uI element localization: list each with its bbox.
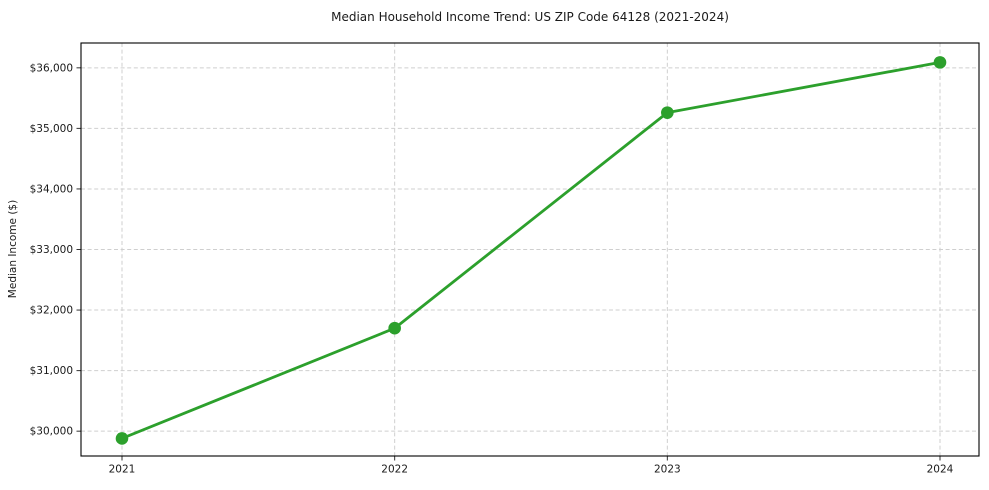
data-point (933, 56, 947, 69)
y-tick-label: $35,000 (30, 123, 73, 135)
y-axis-label: Median Income ($) (7, 200, 19, 298)
y-tick-label: $32,000 (30, 305, 73, 317)
plot-border (80, 42, 980, 457)
y-tick-label: $31,000 (30, 365, 73, 377)
y-tick-label: $34,000 (30, 183, 73, 195)
x-tick-label: 2023 (654, 464, 681, 476)
x-tick-label: 2022 (381, 464, 408, 476)
y-tick-label: $33,000 (30, 244, 73, 256)
data-point (661, 106, 674, 119)
x-tick-label: 2021 (109, 464, 136, 476)
y-tick-label: $36,000 (30, 62, 73, 74)
data-point (115, 432, 129, 445)
plot-area: $30,000 $31,000 $32,000 $33,000 $34,000 $35,0… (30, 42, 980, 476)
chart-title: Median Household Income Trend: US ZIP Co… (331, 10, 729, 24)
trend-line (120, 60, 942, 440)
x-tick-label: 2024 (927, 464, 954, 476)
y-tick-label: $30,000 (30, 426, 73, 438)
data-point (388, 321, 401, 335)
